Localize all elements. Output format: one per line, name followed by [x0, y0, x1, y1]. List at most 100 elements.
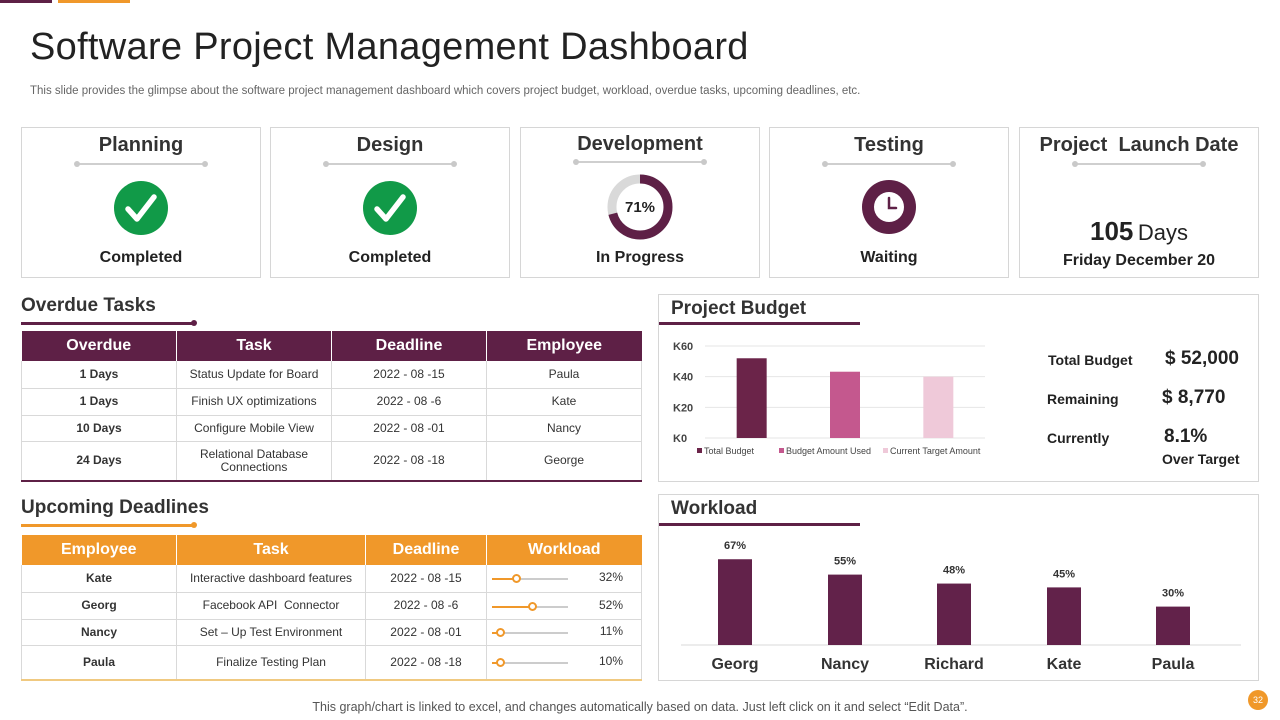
workload-fill [492, 578, 517, 581]
column-header: Task [176, 331, 332, 361]
overdue-days: 10 Days [21, 415, 177, 442]
total-budget-label: Total Budget [1048, 352, 1133, 368]
overdue-days: 1 Days [21, 361, 177, 389]
page-number: 32 [1248, 690, 1268, 710]
x-tick-label: Paula [1152, 656, 1195, 673]
total-budget-value: $ 52,000 [1165, 348, 1239, 369]
x-tick-label: Kate [1047, 656, 1082, 673]
currently-label: Currently [1047, 430, 1110, 446]
top-accent-orange [58, 0, 130, 3]
deadline: 2022 - 08 -18 [365, 645, 487, 681]
task-name: Interactive dashboard features [176, 565, 366, 593]
column-header: Workload [486, 535, 642, 565]
budget-title: Project Budget [671, 298, 807, 319]
workload-handle [496, 628, 506, 637]
currently-value: 8.1% [1164, 426, 1208, 447]
workload-slider [492, 628, 568, 637]
task-name: Facebook API Connector [176, 592, 366, 620]
workload-fill [492, 632, 501, 634]
workload-percent: 52% [598, 597, 623, 612]
workload-title: Workload [671, 498, 758, 519]
deadline: 2022 - 08 -15 [365, 565, 487, 593]
y-tick-label: K40 [673, 372, 693, 384]
progress-label: 71% [625, 199, 655, 216]
deadline: 2022 - 08 -6 [365, 592, 487, 620]
launch-title: Project Launch Date [1039, 134, 1239, 156]
phase-status: In Progress [595, 249, 685, 266]
legend-label: Budget Amount Used [786, 446, 871, 456]
footer-note: This graph/chart is linked to excel, and… [312, 700, 968, 714]
employee: Paula [486, 361, 642, 389]
y-tick-label: K0 [673, 433, 687, 445]
budget-title-underline [659, 322, 860, 325]
workload-handle [512, 574, 522, 584]
workload-percent: 11% [599, 624, 623, 638]
column-header: Overdue [21, 331, 177, 361]
launch-days-number: 105 [1090, 216, 1134, 246]
phase-card-testing: Testing Waiting [769, 127, 1009, 278]
phase-title: Development [577, 133, 703, 155]
divider [74, 161, 208, 167]
x-tick-label: Richard [924, 656, 984, 673]
table-row: Georg Facebook API Connector 2022 - 08 -… [21, 592, 642, 620]
deadline: 2022 - 08 -01 [365, 619, 487, 646]
y-tick-label: K20 [673, 402, 693, 414]
legend-swatch [697, 448, 702, 453]
legend-label: Total Budget [704, 446, 755, 456]
bar-paula [1156, 606, 1190, 645]
deadline: 2022 - 08 -6 [331, 388, 487, 416]
divider [1072, 161, 1206, 167]
data-label: 55% [834, 556, 856, 568]
workload-fill [492, 605, 532, 608]
divider [323, 161, 457, 167]
column-header: Employee [21, 535, 177, 565]
divider [573, 159, 707, 165]
task-name: Relational Database Connections [176, 441, 332, 482]
overdue-section-title: Overdue Tasks [21, 295, 156, 316]
workload-slider [492, 574, 568, 584]
table-row: 1 Days Status Update for Board 2022 - 08… [21, 361, 642, 389]
column-header: Task [176, 535, 366, 565]
bar-kate [1047, 587, 1081, 645]
budget-panel: Project Budget K0 K20 K40 K60 Total Budget Bu… [658, 294, 1259, 482]
launch-date: Friday December 20 [1062, 252, 1216, 269]
overdue-days: 1 Days [21, 388, 177, 416]
workload-cell: 10% [486, 645, 642, 681]
bar-budget-amount-used [830, 371, 860, 438]
underline-dot [191, 522, 197, 528]
workload-bar-chart: 67% Georg 55% Nancy 48% Richard 45% Kate 30% Paul… [681, 540, 1241, 673]
phase-status: Completed [348, 249, 432, 266]
clock-icon [862, 180, 916, 234]
phase-title: Design [356, 134, 424, 156]
data-label: 67% [724, 540, 746, 552]
launch-days-unit: Days [1137, 220, 1188, 245]
task-name: Configure Mobile View [176, 415, 332, 442]
employee: Kate [486, 388, 642, 416]
remaining-label: Remaining [1047, 391, 1119, 407]
data-label: 45% [1053, 568, 1075, 580]
table-row: Nancy Set – Up Test Environment 2022 - 0… [21, 619, 642, 646]
employee: Nancy [486, 415, 642, 442]
employee: Paula [21, 645, 177, 681]
deadline: 2022 - 08 -15 [331, 361, 487, 389]
table-row: Kate Interactive dashboard features 2022… [21, 565, 642, 593]
bar-total-budget [736, 358, 767, 438]
workload-percent: 10% [598, 654, 623, 669]
employee: Nancy [21, 619, 177, 646]
deadline: 2022 - 08 -01 [331, 415, 487, 442]
workload-handle [527, 601, 537, 611]
task-name: Finalize Testing Plan [176, 645, 366, 681]
task-name: Finish UX optimizations [176, 388, 332, 416]
bar-richard [937, 583, 971, 645]
progress-arc [607, 174, 673, 240]
workload-handle [495, 658, 505, 668]
over-target-label: Over Target [1162, 451, 1240, 467]
workload-cell: 32% [486, 565, 642, 593]
launch-countdown: 105 Days [1020, 216, 1258, 247]
upcoming-table: Employee Task Deadline Workload Kate Int… [21, 535, 642, 681]
column-header: Deadline [331, 331, 487, 361]
top-accent-purple [0, 0, 52, 3]
divider [822, 161, 956, 167]
employee: Kate [21, 565, 177, 593]
bar-current-target-amount [923, 376, 954, 438]
